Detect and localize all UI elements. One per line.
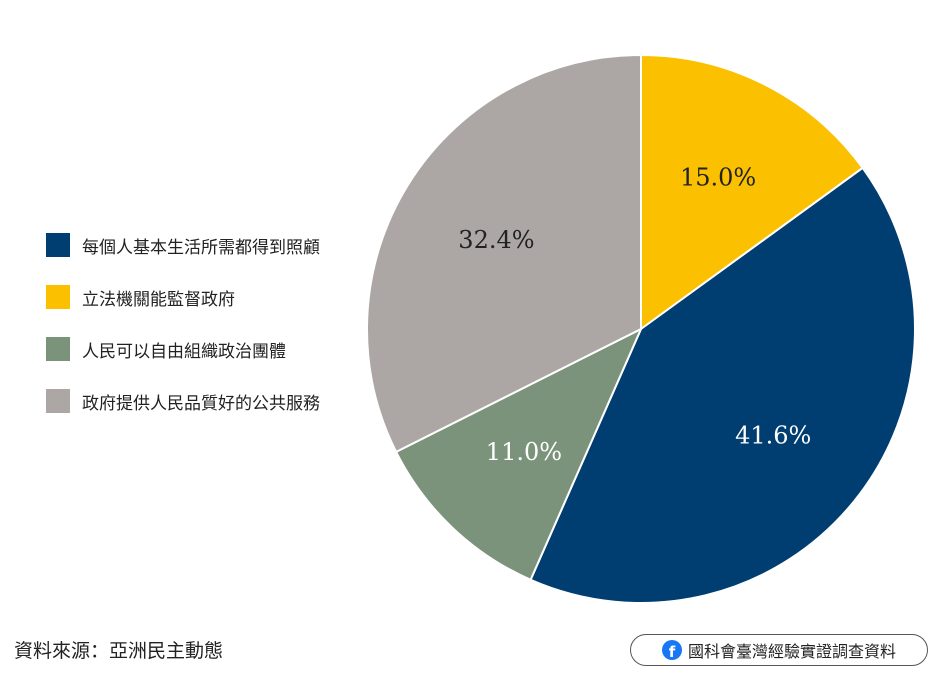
facebook-badge[interactable]: f 國科會臺灣經驗實證調查資料 (630, 634, 928, 666)
legend-swatch (46, 389, 70, 413)
pie-chart: 15.0% 41.6% 11.0% 32.4% (366, 53, 916, 604)
facebook-icon: f (661, 640, 682, 660)
legend-item: 人民可以自由組織政治團體 (46, 336, 320, 362)
source-note: 資料來源：亞洲民主動態 (14, 640, 224, 662)
legend-label: 人民可以自由組織政治團體 (82, 341, 286, 362)
slice-label: 41.6% (735, 422, 811, 450)
slice-label: 15.0% (680, 164, 756, 192)
legend-label: 每個人基本生活所需都得到照顧 (82, 237, 320, 258)
pie-slice (394, 326, 644, 582)
slice-label: 32.4% (458, 226, 534, 254)
pie-slice (366, 53, 642, 454)
legend-item: 每個人基本生活所需都得到照顧 (46, 232, 320, 258)
legend-swatch (46, 233, 70, 257)
legend-swatch (46, 285, 70, 309)
legend-item: 政府提供人民品質好的公共服務 (46, 388, 320, 414)
legend: 每個人基本生活所需都得到照顧 立法機關能監督政府人民可以自由組織政治團體政府提供人… (46, 232, 320, 440)
legend-item: 立法機關能監督政府 (46, 284, 320, 310)
legend-label: 政府提供人民品質好的公共服務 (82, 393, 320, 414)
slice-label: 11.0% (486, 438, 562, 466)
pie-slice (529, 166, 916, 604)
legend-swatch (46, 337, 70, 361)
pie-slice (640, 53, 865, 331)
badge-text: 國科會臺灣經驗實證調查資料 (687, 642, 896, 661)
legend-label: 立法機關能監督政府 (82, 289, 235, 310)
